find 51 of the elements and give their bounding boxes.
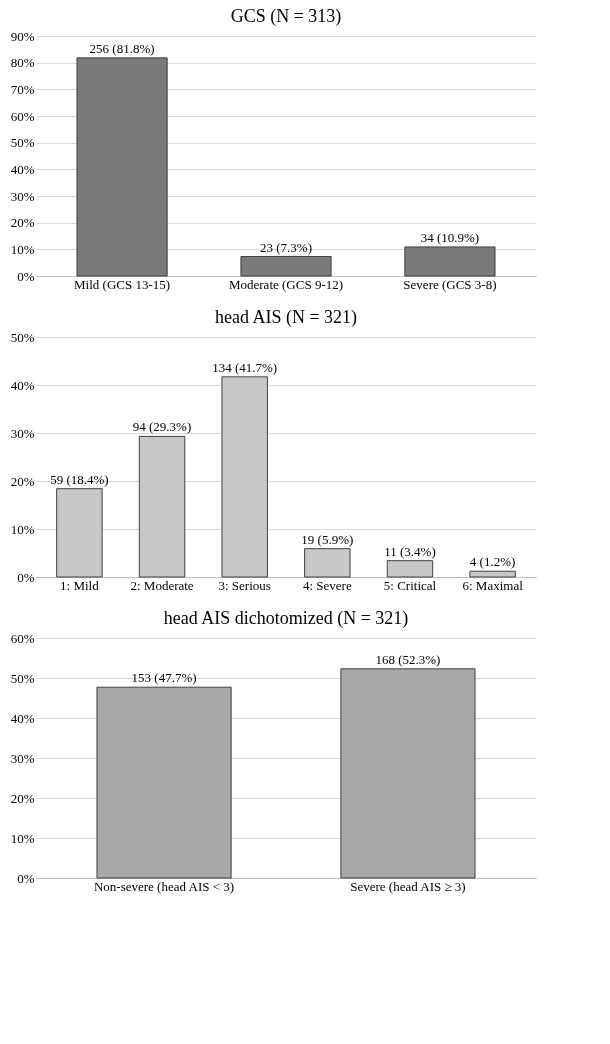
data-label: 59 (18.4%) [50,471,109,487]
data-label: 134 (41.7%) [212,359,278,375]
y-tick-label: 0% [17,870,35,886]
data-label: 23 (7.3%) [260,239,312,255]
data-label: 256 (81.8%) [89,40,155,56]
data-label: 94 (29.3%) [132,419,192,435]
y-tick-label: 10% [10,521,35,537]
bar [76,57,168,277]
chart-title: head AIS (N = 321) [214,307,358,328]
x-tick-label: 2: Moderate [130,577,194,593]
data-label: 11 (3.4%) [384,543,436,559]
y-tick-label: 50% [10,329,35,345]
y-tick-label: 10% [10,241,35,257]
x-tick-label: Moderate (GCS 9-12) [228,276,344,292]
y-tick-label: 10% [10,830,35,846]
y-tick-label: 50% [10,670,35,686]
y-tick-label: 20% [10,790,35,806]
data-label: 4 (1.2%) [469,554,516,570]
y-tick-label: 0% [17,268,35,284]
data-label: 19 (5.9%) [301,531,354,547]
y-tick-label: 20% [10,215,35,231]
x-tick-label: Severe (head AIS ≥ 3) [350,878,466,894]
y-tick-label: 0% [17,569,35,585]
y-tick-label: 20% [10,473,35,489]
y-tick-label: 60% [10,630,35,646]
x-tick-label: 4: Severe [302,577,352,593]
y-tick-label: 80% [10,55,35,71]
y-tick-label: 30% [10,750,35,766]
y-tick-label: 40% [10,161,35,177]
y-tick-label: 40% [10,710,35,726]
x-tick-label: Non-severe (head AIS < 3) [93,878,235,894]
y-tick-label: 50% [10,135,35,151]
x-tick-label: 6: Maximal [462,577,524,593]
y-tick-label: 40% [10,377,35,393]
chart-title: head AIS dichotomized (N = 321) [163,608,409,629]
y-tick-label: 90% [10,28,35,44]
x-tick-label: Mild (GCS 13-15) [74,276,171,292]
y-tick-label: 30% [10,188,35,204]
data-label: 34 (10.9%) [420,229,480,245]
data-label: 168 (52.3%) [375,651,441,667]
y-tick-label: 70% [10,81,35,97]
y-tick-label: 30% [10,425,35,441]
y-tick-label: 60% [10,108,35,124]
x-tick-label: 3: Serious [218,577,271,593]
data-label: 153 (47.7%) [131,670,197,686]
bar [404,246,496,277]
x-tick-label: Severe (GCS 3-8) [403,276,497,292]
x-tick-label: 5: Critical [383,577,437,593]
chart-title: GCS (N = 313) [230,6,342,27]
x-tick-label: 1: Mild [60,577,100,593]
bar [240,256,332,277]
